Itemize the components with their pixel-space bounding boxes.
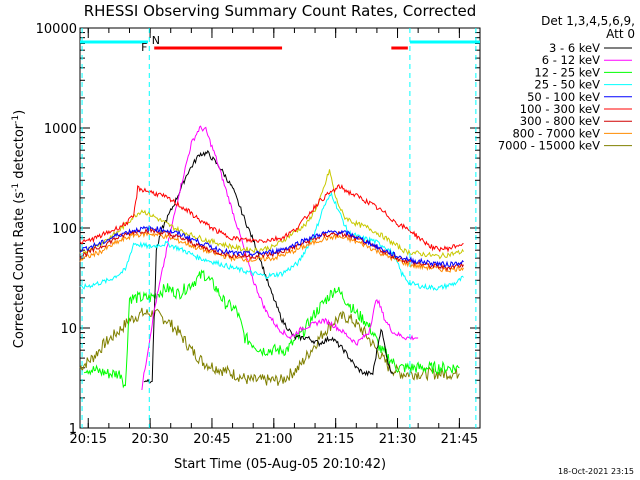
legend-label: 300 - 800 keV [520,114,600,128]
legend-label: 7000 - 15000 keV [498,139,600,153]
x-tick-label: 20:45 [193,432,230,447]
flare-flag-label: F [141,41,147,54]
series-line [143,149,394,384]
series-line [79,225,464,268]
legend-label: 800 - 7000 keV [512,126,600,140]
x-tick-label: 21:00 [255,432,292,447]
night-flag-label: N [152,34,160,47]
x-tick-label: 20:15 [70,432,107,447]
legend-label: 3 - 6 keV [549,41,600,55]
legend-header-line-1: Det 1,3,4,5,6,9, [541,14,635,28]
series-line [79,191,464,291]
y-tick-label: 10 [60,322,77,337]
series-line [79,307,460,386]
chart-title: RHESSI Observing Summary Count Rates, Co… [84,2,477,20]
svg-text:Corrected Count Rate (s-1 dete: Corrected Count Rate (s-1 detector-1) [11,110,27,348]
plot-frame [79,27,481,429]
y-axis-label: Corrected Count Rate (s-1 detector-1) [11,110,27,348]
series-line [79,231,464,273]
legend-header-line-2: Att 0 [606,27,635,41]
legend-label: 25 - 50 keV [534,78,600,92]
series-line [79,169,464,260]
legend-label: 50 - 100 keV [527,90,600,104]
x-tick-label: 21:45 [441,432,478,447]
plot-area: 1 10 100 1000 10000 20:15 20:30 20:45 21:00 21:15… [36,22,481,447]
x-tick-label: 21:15 [317,432,354,447]
y-tick-label: 1 [69,422,77,437]
series-line [79,183,464,253]
x-tick-label: 21:30 [379,432,416,447]
series-line [83,269,460,389]
y-tick-label: 100 [52,222,77,237]
y-tick-label: 1000 [44,122,77,137]
legend-label: 6 - 12 keV [542,53,600,67]
x-axis-label: Start Time (05-Aug-05 20:10:42) [174,457,386,472]
timestamp: 18-Oct-2021 23:15 [558,467,634,476]
series-line [141,125,419,391]
y-tick-label: 10000 [36,22,77,37]
x-tick-label: 20:30 [131,432,168,447]
legend-label: 12 - 25 keV [534,65,600,79]
legend-label: 100 - 300 keV [520,102,600,116]
